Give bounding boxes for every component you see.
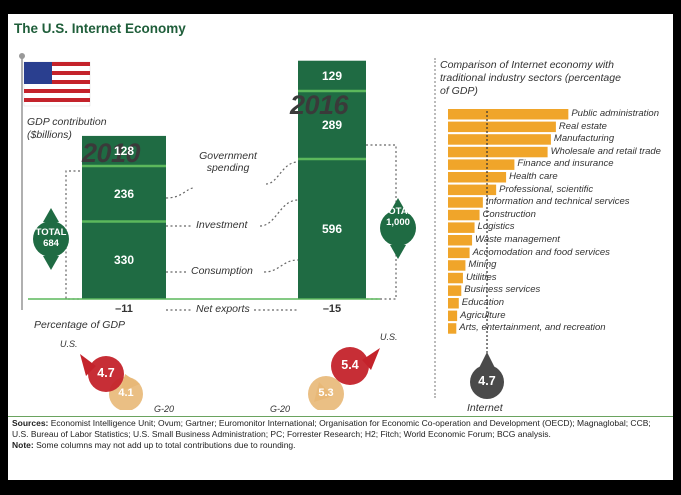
us-label-2016: U.S. xyxy=(380,332,398,342)
right-heading-line1: Comparison of Internet economy with xyxy=(440,59,614,71)
sector-bar xyxy=(448,310,458,322)
consumption-label: Consumption xyxy=(191,265,253,277)
sector-bar xyxy=(448,222,475,233)
sector-label: Accomodation and food services xyxy=(472,246,610,258)
bar-2016-inv-value: 289 xyxy=(321,117,343,132)
sector-bar xyxy=(448,172,507,183)
infographic-panel: The U.S. Internet Economy xyxy=(8,14,673,480)
sector-bar xyxy=(448,298,459,309)
sector-bar xyxy=(448,184,497,196)
sector-bar xyxy=(448,134,551,145)
total-2016: TOTAL 1,000 xyxy=(377,206,419,228)
bracket-2016 xyxy=(366,144,397,300)
sector-label: Public administration xyxy=(571,108,659,119)
gov-connector-left xyxy=(165,187,195,199)
total-2016-word: TOTAL xyxy=(382,206,414,217)
net-exports-label: Net exports xyxy=(196,303,250,315)
sector-label: Wholesale and retail trade xyxy=(550,145,661,157)
us-pct-2010: 4.7 xyxy=(97,366,115,380)
sector-label: Education xyxy=(461,297,505,308)
us-flag-icon xyxy=(19,53,91,310)
internet-label: Internet xyxy=(467,402,503,414)
sector-label: Arts, entertainment, and recreation xyxy=(459,322,606,334)
bar-2010-government-spending xyxy=(82,135,166,166)
g20-label-2010: G-20 xyxy=(154,404,175,414)
year-2010-label: 2010 xyxy=(82,138,141,168)
cons-connector-right xyxy=(263,259,299,273)
bar-2016-gov-value: 129 xyxy=(321,68,343,83)
internet-badge xyxy=(470,352,505,399)
sector-comparison-chart xyxy=(448,109,569,399)
sector-label: Logistics xyxy=(477,221,515,233)
gov-connector-right xyxy=(265,161,299,185)
sector-label: Mining xyxy=(468,259,497,271)
government-spending-label: Government spending xyxy=(198,150,258,174)
total-2010-value: 684 xyxy=(43,238,59,249)
sector-bar xyxy=(448,235,473,246)
sector-label: Health care xyxy=(509,171,558,182)
gdp-axis-label-line2: ($billions) xyxy=(27,129,72,141)
sector-bar xyxy=(448,146,548,158)
sources-footer: Sources: Economist Intelligence Unit; Ov… xyxy=(12,418,651,450)
sector-label: Professional, scientific xyxy=(499,183,594,195)
sector-bar xyxy=(448,272,463,284)
sector-bar xyxy=(448,285,462,296)
government-label-line1: Government xyxy=(199,150,257,162)
sector-bar xyxy=(448,247,470,259)
net-exports-2010-value: –11 xyxy=(115,303,133,315)
sector-label: Utilities xyxy=(465,271,497,283)
sector-bar xyxy=(448,260,466,271)
sector-bar xyxy=(448,109,569,120)
year-2016-label: 2016 xyxy=(290,90,349,120)
sector-label: Waste management xyxy=(475,234,560,245)
sector-bar xyxy=(448,121,556,133)
page-title: The U.S. Internet Economy xyxy=(14,21,186,36)
right-heading-line2: traditional industry sectors (percentage xyxy=(440,72,621,84)
inv-connector-right xyxy=(259,199,299,227)
sector-label: Information and technical services xyxy=(485,196,630,208)
section-divider xyxy=(434,58,436,398)
bar-2016-consumption xyxy=(298,158,366,299)
sector-bar xyxy=(448,323,457,334)
us-pct-2016: 5.4 xyxy=(341,358,359,372)
investment-label: Investment xyxy=(196,219,248,231)
bar-2016-government-spending xyxy=(298,60,366,92)
footer-rule xyxy=(8,416,673,417)
right-chart-heading: Comparison of Internet economy with trad… xyxy=(440,59,621,98)
sector-bar xyxy=(448,159,515,170)
sector-bar xyxy=(448,197,483,208)
bar-2010-consumption xyxy=(82,221,166,299)
sector-label: Construction xyxy=(482,208,536,220)
total-badge-2010 xyxy=(33,208,69,270)
net-exports-2016-value: –15 xyxy=(322,303,342,315)
percentage-heading: Percentage of GDP xyxy=(34,319,126,331)
government-label-line2: spending xyxy=(206,162,250,174)
internet-value: 4.7 xyxy=(478,374,496,388)
sector-label: Finance and insurance xyxy=(517,158,614,170)
us-label-2010: U.S. xyxy=(60,339,78,349)
bar-2016-cons-value: 596 xyxy=(321,221,343,236)
total-badge-2016 xyxy=(380,198,416,259)
bar-2010-inv-value: 236 xyxy=(113,186,135,201)
sector-label: Business services xyxy=(464,284,541,296)
bar-2010-gov-value: 128 xyxy=(113,143,135,158)
sector-label: Real estate xyxy=(558,120,607,132)
gdp-axis-label-line1: GDP contribution xyxy=(27,116,107,128)
pct-bubbles-2010 xyxy=(80,354,143,410)
g20-pct-2016: 5.3 xyxy=(318,387,334,399)
right-heading-line3: of GDP) xyxy=(440,85,478,97)
g20-pct-2010: 4.1 xyxy=(118,387,134,399)
bar-2010-investment xyxy=(82,165,166,222)
sector-label: Agriculture xyxy=(460,309,506,321)
sector-bar xyxy=(448,209,480,221)
g20-label-2016: G-20 xyxy=(270,404,291,414)
bar-2010-cons-value: 330 xyxy=(113,253,135,268)
total-2010: TOTAL 684 xyxy=(35,227,67,249)
bar-2016-investment xyxy=(298,91,366,159)
total-2016-value: 1,000 xyxy=(386,217,410,228)
sector-label: Manufacturing xyxy=(553,133,615,145)
gdp-contribution-chart xyxy=(19,53,416,410)
pct-bubbles-2016 xyxy=(308,347,380,410)
total-2010-word: TOTAL xyxy=(35,227,67,238)
